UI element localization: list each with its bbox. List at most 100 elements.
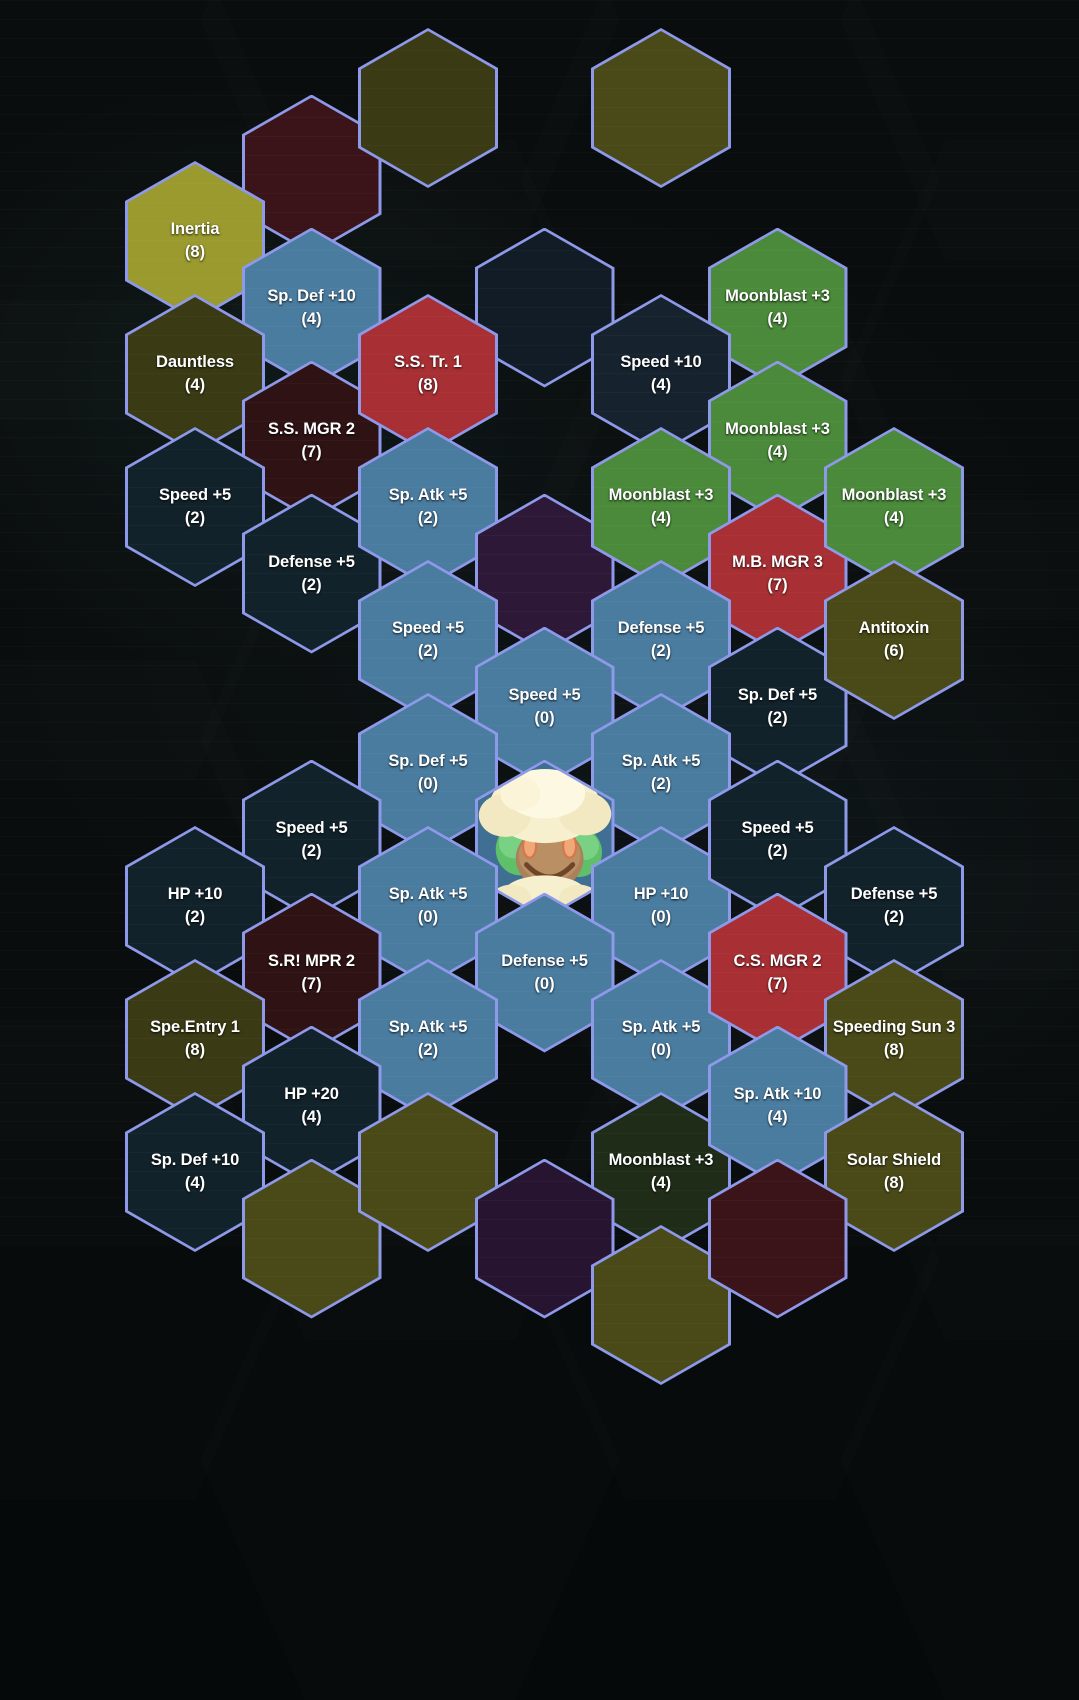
- hex-level: (4): [883, 509, 905, 527]
- hex-label: Inertia: [170, 220, 220, 239]
- hex-label: Sp. Atk +5: [388, 486, 468, 505]
- hex-level: (8): [883, 1041, 905, 1059]
- hex-level: (2): [883, 908, 905, 926]
- hex-level: (0): [417, 775, 439, 793]
- hex-level: (8): [184, 1041, 206, 1059]
- hex-fill: [827, 563, 961, 717]
- hex-label: C.S. MGR 2: [733, 951, 822, 970]
- hex-label: Speeding Sun 3: [832, 1018, 956, 1037]
- hex-label: Defense +5: [617, 619, 705, 638]
- hex-fill: [244, 97, 379, 252]
- hex-level: (2): [184, 509, 206, 527]
- hex-label: Speed +5: [508, 685, 581, 704]
- hex-fill: [477, 496, 612, 651]
- hex-label: Moonblast +3: [725, 286, 830, 305]
- hex-fill: [594, 696, 728, 850]
- hex-level: (2): [417, 642, 439, 660]
- hex-fill: [594, 829, 728, 983]
- hex-label: Sp. Atk +5: [621, 752, 701, 771]
- hex-level: (4): [301, 309, 322, 328]
- hex-fill: [128, 829, 262, 983]
- hex-fill: [710, 496, 845, 651]
- hex-level: (2): [301, 841, 322, 860]
- hex-level: (4): [301, 1107, 322, 1126]
- hex-label: Moonblast +3: [608, 486, 714, 505]
- hex-label: Speed +10: [620, 353, 702, 372]
- hex-level: (2): [650, 775, 672, 793]
- hex-level: (4): [650, 1174, 672, 1192]
- hex-label: Sp. Atk +10: [733, 1084, 822, 1103]
- hex-level: (0): [650, 1041, 672, 1059]
- hex-fill: [361, 696, 495, 850]
- hex-level: (7): [767, 974, 788, 993]
- hex-label: S.S. Tr. 1: [394, 353, 462, 372]
- hex-label: Spe.Entry 1: [150, 1018, 240, 1037]
- hex-level: (2): [767, 708, 788, 727]
- hex-label: Antitoxin: [858, 619, 930, 638]
- hex-label: Defense +5: [501, 951, 588, 970]
- hex-fill: [710, 762, 845, 917]
- hex-level: (0): [534, 974, 555, 993]
- hex-label: Speed +5: [391, 619, 465, 638]
- hex-level: (4): [650, 509, 672, 527]
- hex-label: Sp. Def +10: [150, 1151, 240, 1170]
- hex-label: Sp. Atk +5: [621, 1018, 701, 1037]
- hex-label: HP +20: [284, 1084, 339, 1103]
- hex-level: (8): [184, 243, 206, 261]
- hex-fill: [594, 563, 728, 717]
- hex-level: (4): [767, 442, 788, 461]
- hex-level: (8): [883, 1174, 905, 1192]
- hex-fill: [710, 629, 845, 784]
- hex-level: (6): [883, 642, 905, 660]
- hex-fill: [710, 895, 845, 1050]
- hex-level: (2): [184, 908, 206, 926]
- hex-node-empty[interactable]: [591, 28, 731, 188]
- hex-label: Moonblast +3: [841, 486, 947, 505]
- hex-level: (4): [767, 309, 788, 328]
- hex-label: Sp. Def +5: [737, 685, 818, 704]
- hex-level: (0): [650, 908, 672, 926]
- hex-level: (2): [417, 1041, 439, 1059]
- hex-label: Sp. Def +5: [388, 752, 468, 771]
- hex-fill: [477, 629, 612, 784]
- hex-fill: [244, 895, 379, 1050]
- hex-fill: [827, 829, 961, 983]
- hex-label: Moonblast +3: [608, 1151, 714, 1170]
- hex-label: Dauntless: [156, 353, 234, 372]
- hex-label: HP +10: [633, 885, 689, 904]
- hex-label: Defense +5: [850, 885, 938, 904]
- hex-label: Sp. Atk +5: [388, 1018, 468, 1037]
- hex-label: Speed +5: [741, 818, 814, 837]
- hex-fill: [244, 496, 379, 651]
- hex-fill: [594, 31, 728, 185]
- hex-label: M.B. MGR 3: [732, 552, 823, 571]
- hex-level: (2): [301, 575, 322, 594]
- hex-fill: [361, 829, 495, 983]
- hex-label: Defense +5: [268, 552, 355, 571]
- hex-level: (4): [767, 1107, 788, 1126]
- hex-level: (2): [650, 642, 672, 660]
- hex-label: Moonblast +3: [725, 419, 830, 438]
- hex-level: (4): [184, 376, 206, 394]
- hex-level: (4): [650, 376, 672, 394]
- hex-label: S.R! MPR 2: [267, 951, 355, 970]
- hex-fill: [477, 895, 612, 1050]
- hex-level: (7): [301, 974, 322, 993]
- hex-level: (7): [301, 442, 322, 461]
- hex-level: (2): [417, 509, 439, 527]
- hexagon-skill-grid: Inertia (8) Sp. Def +10 (4) Moonblast +3 (4) D…: [125, 28, 964, 1385]
- hex-label: S.S. MGR 2: [267, 419, 356, 438]
- hex-label: Sp. Def +10: [267, 286, 356, 305]
- hex-level: (4): [184, 1174, 206, 1192]
- hex-level: (0): [417, 908, 439, 926]
- hex-fill: [361, 31, 495, 185]
- hex-label: HP +10: [167, 885, 223, 904]
- hex-label: Sp. Atk +5: [388, 885, 468, 904]
- hex-label: Speed +5: [158, 486, 232, 505]
- hex-level: (8): [417, 376, 439, 394]
- hex-level: (2): [767, 841, 788, 860]
- hex-fill: [244, 762, 379, 917]
- hex-label: Speed +5: [275, 818, 348, 837]
- hex-level: (7): [767, 575, 788, 594]
- hex-label: Solar Shield: [846, 1151, 942, 1170]
